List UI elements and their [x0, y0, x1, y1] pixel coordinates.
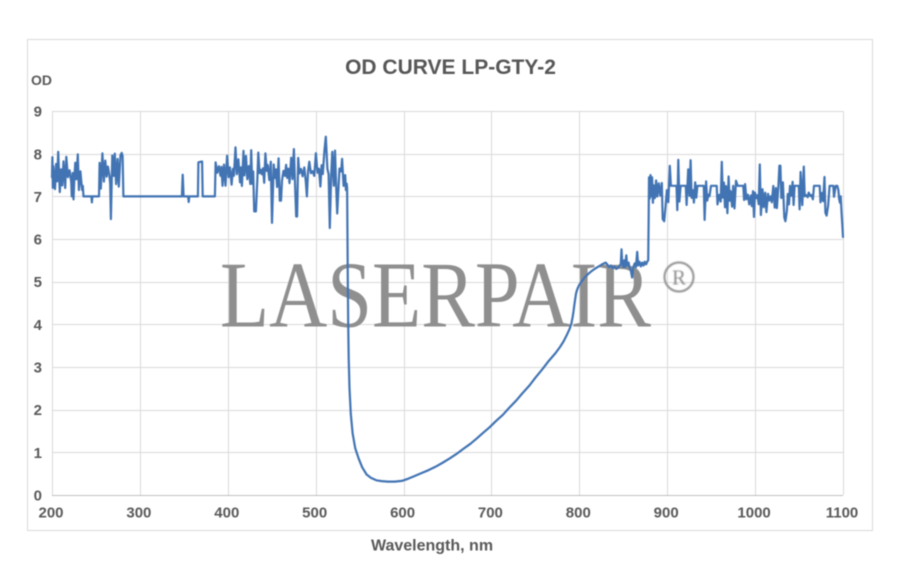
svg-text:200: 200: [38, 505, 63, 522]
svg-text:2: 2: [34, 402, 42, 419]
svg-text:Wavelength, nm: Wavelength, nm: [371, 538, 493, 555]
svg-text:1000: 1000: [737, 505, 770, 522]
svg-text:OD: OD: [31, 72, 52, 88]
svg-text:700: 700: [478, 505, 503, 522]
svg-text:0: 0: [34, 488, 42, 505]
svg-text:R: R: [672, 266, 686, 290]
svg-text:800: 800: [566, 505, 591, 522]
svg-text:1: 1: [34, 445, 42, 462]
svg-text:900: 900: [654, 505, 679, 522]
svg-text:600: 600: [390, 505, 415, 522]
svg-text:1100: 1100: [826, 505, 859, 522]
svg-text:6: 6: [34, 232, 42, 249]
svg-text:7: 7: [34, 189, 42, 206]
svg-text:LASERPAIR: LASERPAIR: [220, 243, 651, 347]
svg-text:400: 400: [214, 505, 239, 522]
svg-text:5: 5: [34, 274, 42, 291]
svg-text:3: 3: [34, 360, 42, 377]
svg-text:500: 500: [302, 505, 327, 522]
svg-text:OD CURVE LP-GTY-2: OD CURVE LP-GTY-2: [345, 56, 556, 79]
svg-text:4: 4: [34, 317, 43, 334]
svg-text:8: 8: [34, 146, 42, 163]
svg-text:300: 300: [126, 505, 151, 522]
svg-text:9: 9: [34, 104, 42, 121]
